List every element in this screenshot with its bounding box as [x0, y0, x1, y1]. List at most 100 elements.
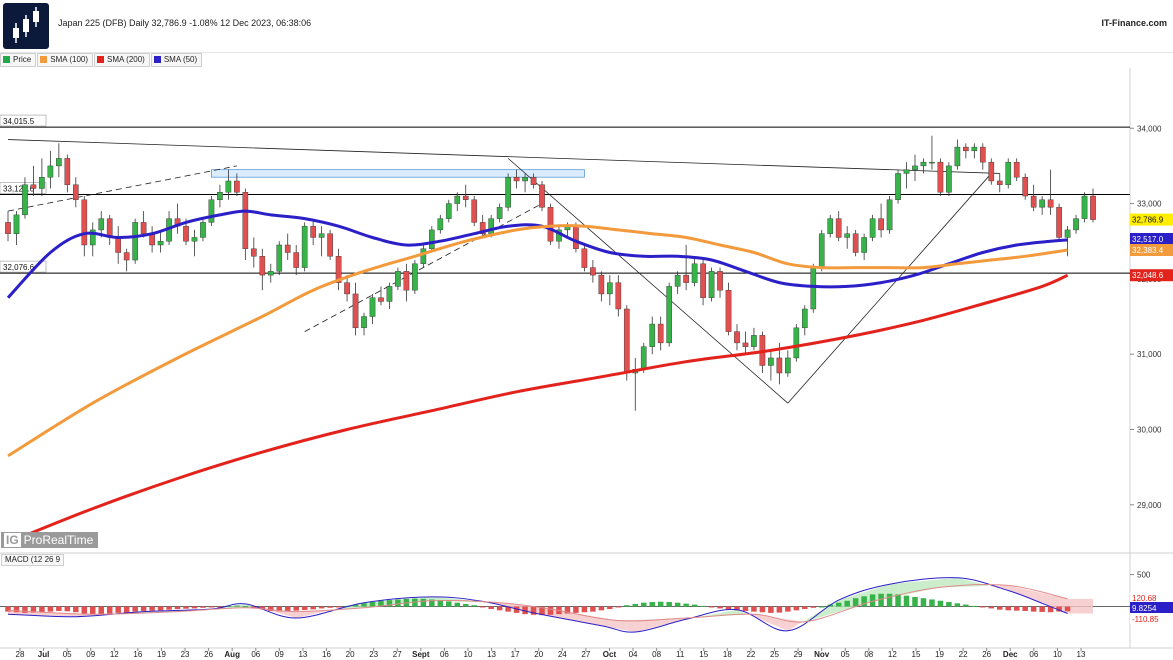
macd-bar-negative [598, 606, 605, 611]
macd-cloud [618, 620, 627, 631]
candle-down [742, 342, 749, 347]
date-tick-label: 25 [770, 650, 779, 659]
macd-bar-negative [115, 606, 121, 613]
legend-item-sma-200[interactable]: SMA (200) [94, 53, 150, 67]
macd-cloud [575, 613, 585, 623]
macd-bar-positive [852, 598, 859, 607]
date-tick-label: 22 [746, 650, 755, 659]
date-axis: 28 Jul 05 09 12 16 19 23 26 Aug 06 09 13 16 20 23 27 Sept… [16, 648, 1086, 659]
macd-bar-negative [810, 606, 817, 608]
candle-down [852, 233, 859, 253]
macd-bar-negative [174, 606, 181, 610]
date-tick-label: Sept [412, 650, 430, 659]
candle-down [1047, 199, 1054, 208]
candle-down [547, 207, 554, 242]
candle-up [1005, 161, 1012, 185]
date-tick-label: 08 [652, 650, 661, 659]
signal-line [7, 583, 1068, 623]
price-tick-label: 31,000 [1137, 350, 1162, 359]
macd-cloud [1008, 585, 1017, 594]
macd-bar-negative [251, 606, 257, 608]
macd-bar-negative [988, 606, 995, 609]
macd-bar-positive [225, 605, 232, 607]
candle-up [1064, 229, 1071, 238]
candle-down [378, 297, 384, 302]
date-tick-label: 12 [888, 650, 897, 659]
macd-bar-negative [997, 606, 1003, 610]
macd-bar-negative [751, 606, 757, 612]
macd-bar-positive [912, 596, 918, 607]
macd-bar-negative [259, 606, 266, 610]
date-tick-label: 15 [699, 650, 708, 659]
macd-bar-negative [496, 606, 503, 611]
last-value-label: 32,383.4 [1132, 246, 1164, 255]
candle-up [429, 229, 435, 249]
level-label-box [0, 260, 47, 273]
macd-last-value-tag [1130, 592, 1173, 603]
date-tick-label: 19 [157, 650, 166, 659]
brand-name[interactable]: IT-Finance.com [1101, 18, 1167, 28]
candle-down [335, 256, 342, 283]
candle-up [920, 161, 927, 167]
date-tick-label: 27 [581, 650, 590, 659]
macd-bar-negative [183, 606, 189, 609]
indicator-legend: Price SMA (100) SMA (200) SMA (50) [0, 53, 203, 67]
legend-item-sma-100[interactable]: SMA (100) [37, 53, 94, 67]
macd-bar-positive [640, 602, 647, 607]
macd-bar-negative [81, 606, 88, 614]
macd-bar-negative [1056, 606, 1062, 612]
macd-bar-negative [759, 606, 766, 613]
macd-cloud [643, 619, 653, 630]
candle-up [912, 165, 918, 170]
macd-bar-positive [869, 594, 876, 607]
macd-bar-negative [479, 606, 486, 608]
candle-down [462, 195, 469, 200]
macd-bar-positive [454, 602, 461, 607]
macd-bar-positive [878, 593, 884, 607]
candle-down [284, 244, 291, 253]
macd-label[interactable]: MACD (12 26 9 [1, 554, 65, 566]
macd-bar-positive [378, 600, 384, 607]
legend-item-sma-50[interactable]: SMA (50) [150, 53, 203, 67]
macd-bar-positive [920, 598, 927, 607]
macd-cloud [652, 618, 661, 628]
macd-bar-negative [293, 606, 299, 611]
candle-up [22, 184, 28, 216]
legend-label: SMA (50) [163, 55, 198, 64]
trendline [787, 173, 992, 404]
candle-down [581, 248, 588, 268]
macd-bar-positive [691, 604, 698, 607]
macd-cloud [965, 579, 975, 587]
legend-item-price[interactable]: Price [0, 53, 37, 67]
candle-down [479, 222, 486, 234]
price-tick-label: 29,000 [1137, 501, 1162, 510]
macd-bar-positive [818, 606, 825, 608]
macd-cloud [914, 580, 924, 593]
price-plot-area [0, 68, 1130, 550]
candle-up [217, 192, 223, 200]
macd-bar-negative [157, 606, 164, 611]
date-tick-label: 13 [1077, 650, 1086, 659]
macd-bar-positive [369, 602, 376, 607]
candle-down [259, 256, 266, 276]
candle-down [700, 263, 706, 298]
macd-bar-positive [895, 594, 901, 607]
watermark-text: ProRealTime [23, 533, 94, 547]
macd-bar-positive [683, 603, 689, 607]
macd-cloud [906, 581, 915, 595]
macd-bar-positive [937, 600, 944, 607]
candle-up [98, 218, 105, 231]
candle-up [1081, 195, 1088, 219]
macd-bar-positive [861, 596, 867, 607]
date-tick-label: 06 [251, 650, 260, 659]
candle-down [615, 282, 622, 310]
macd-bar-positive [835, 602, 842, 607]
date-tick-label: Oct [603, 650, 617, 659]
macd-cloud [567, 611, 576, 621]
candle-up [395, 271, 401, 287]
candle-down [573, 225, 579, 249]
candle-up [301, 225, 308, 268]
macd-cloud [770, 616, 780, 628]
